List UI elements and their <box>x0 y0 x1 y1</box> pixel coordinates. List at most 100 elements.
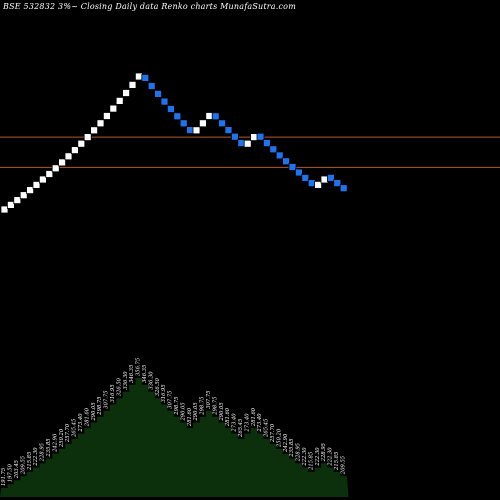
volume-value-label: 307.75 <box>206 391 212 409</box>
renko-brick-down <box>326 173 335 182</box>
volume-value-label: 298.75 <box>212 397 218 416</box>
renko-brick-down <box>166 105 175 113</box>
volume-value-label: 356.75 <box>136 358 142 376</box>
renko-brick-down <box>141 74 150 82</box>
renko-brick-up <box>134 72 143 81</box>
renko-brick-up <box>32 180 41 189</box>
volume-value-label: 273.40 <box>232 413 238 433</box>
volume-value-label: 209.55 <box>20 456 26 475</box>
renko-brick-up <box>122 89 130 97</box>
renko-brick-down <box>262 139 271 148</box>
renko-brick-down <box>147 82 156 90</box>
volume-value-label: 191.75 <box>1 468 7 486</box>
renko-brick-down <box>282 157 291 166</box>
volume-value-label: 273.40 <box>78 413 84 433</box>
volume-value-label: 298.75 <box>200 397 206 416</box>
volume-value-label: 209.55 <box>340 456 346 475</box>
volume-value-label: 281.60 <box>187 407 193 427</box>
volume-value-label: 298.75 <box>97 397 103 416</box>
volume-area <box>0 378 349 497</box>
volume-value-label: 222.30 <box>315 447 321 467</box>
renko-brick-down <box>160 97 169 106</box>
volume-value-label: 281.60 <box>84 407 90 427</box>
renko-brick-down <box>294 168 303 177</box>
volume-value-label: 290.05 <box>193 402 199 421</box>
volume-value-label: 222.30 <box>328 447 334 467</box>
renko-brick-up <box>7 200 15 209</box>
renko-brick-down <box>333 179 342 188</box>
renko-brick-up <box>320 175 329 184</box>
renko-brick-up <box>192 126 201 135</box>
renko-brick-down <box>230 132 239 141</box>
volume-value-label: 265.45 <box>238 419 244 438</box>
renko-brick-down <box>211 112 220 121</box>
renko-brick-down <box>256 132 265 141</box>
volume-value-label: 290.05 <box>91 402 97 421</box>
renko-brick-up <box>90 126 98 135</box>
volume-value-label: 203.45 <box>14 460 20 479</box>
renko-brick-up <box>0 205 9 214</box>
renko-brick-up <box>19 191 28 200</box>
renko-brick-up <box>128 81 137 89</box>
volume-value-label: 242.90 <box>52 433 58 453</box>
volume-value-label: 257.70 <box>270 423 276 443</box>
renko-brick-down <box>301 173 310 182</box>
volume-value-label: 228.95 <box>321 443 327 462</box>
volume-value-label: 281.60 <box>225 407 231 427</box>
renko-brick-down <box>237 139 246 148</box>
renko-brick-down <box>179 119 188 128</box>
volume-value-label: 316.95 <box>110 384 116 402</box>
renko-brick-down <box>154 90 163 98</box>
volume-value-label: 290.05 <box>219 402 225 421</box>
renko-brick-up <box>243 139 252 148</box>
renko-brick-up <box>45 170 54 178</box>
volume-value-label: 265.45 <box>72 419 78 438</box>
renko-brick-down <box>307 179 316 188</box>
renko-brick-down <box>186 126 195 134</box>
volume-value-label: 215.85 <box>308 452 314 471</box>
volume-value-label: 222.30 <box>33 447 39 467</box>
renko-brick-up <box>64 152 73 161</box>
volume-value-label: 265.45 <box>264 419 270 438</box>
volume-value-label: 250.20 <box>59 428 65 448</box>
renko-brick-up <box>26 186 35 195</box>
renko-brick-up <box>115 97 124 105</box>
renko-brick-up <box>77 139 86 148</box>
volume-value-label: 307.75 <box>104 391 110 409</box>
renko-brick-up <box>71 146 79 155</box>
volume-value-label: 316.95 <box>161 384 167 402</box>
renko-brick-up <box>103 112 111 120</box>
volume-value-label: 273.40 <box>244 413 250 433</box>
volume-value-label: 290.05 <box>180 402 186 421</box>
renko-brick-up <box>314 180 323 189</box>
renko-brick-up <box>96 119 105 128</box>
renko-brick-up <box>58 158 66 167</box>
volume-value-label: 346.35 <box>142 365 148 383</box>
volume-value-label: 298.75 <box>174 397 180 416</box>
volume-value-label: 281.60 <box>251 407 257 427</box>
volume-value-label: 228.95 <box>40 443 46 462</box>
renko-brick-down <box>218 119 227 128</box>
volume-value-label: 250.20 <box>276 428 282 448</box>
volume-value-label: 242.90 <box>283 433 289 453</box>
volume-value-label: 336.30 <box>148 371 154 390</box>
volume-value-label: 346.35 <box>129 365 135 383</box>
renko-brick-up <box>13 196 22 205</box>
volume-value-label: 273.40 <box>257 413 263 433</box>
volume-value-label: 222.30 <box>302 447 308 467</box>
volume-value-label: 215.85 <box>27 452 33 471</box>
renko-brick-up <box>109 104 118 113</box>
renko-brick-up <box>83 133 92 142</box>
renko-brick-up <box>198 119 207 128</box>
renko-brick-down <box>275 151 284 160</box>
renko-brick-up <box>205 112 214 120</box>
volume-value-label: 326.50 <box>116 377 122 396</box>
chart-title: BSE 532832 3%~ Closing Daily data Renko … <box>3 2 296 11</box>
renko-brick-up <box>39 175 47 184</box>
volume-value-label: 326.50 <box>155 377 161 396</box>
renko-brick-down <box>339 184 348 193</box>
renko-brick-down <box>288 163 297 171</box>
volume-value-label: 197.50 <box>8 463 14 482</box>
volume-value-label: 235.85 <box>289 438 295 457</box>
